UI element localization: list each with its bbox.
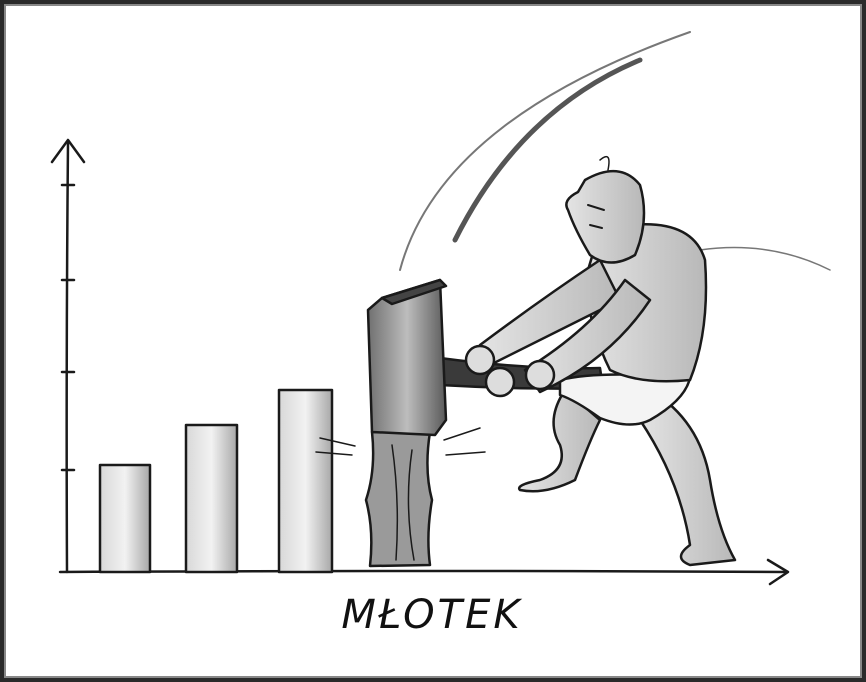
bars xyxy=(98,388,334,574)
axes xyxy=(50,138,790,586)
caption: MŁOTEK xyxy=(341,592,522,638)
motion-lines xyxy=(399,31,831,271)
crushed-bar xyxy=(364,430,434,568)
cartoon: MŁOTEK xyxy=(50,31,831,638)
strongman xyxy=(464,155,737,567)
